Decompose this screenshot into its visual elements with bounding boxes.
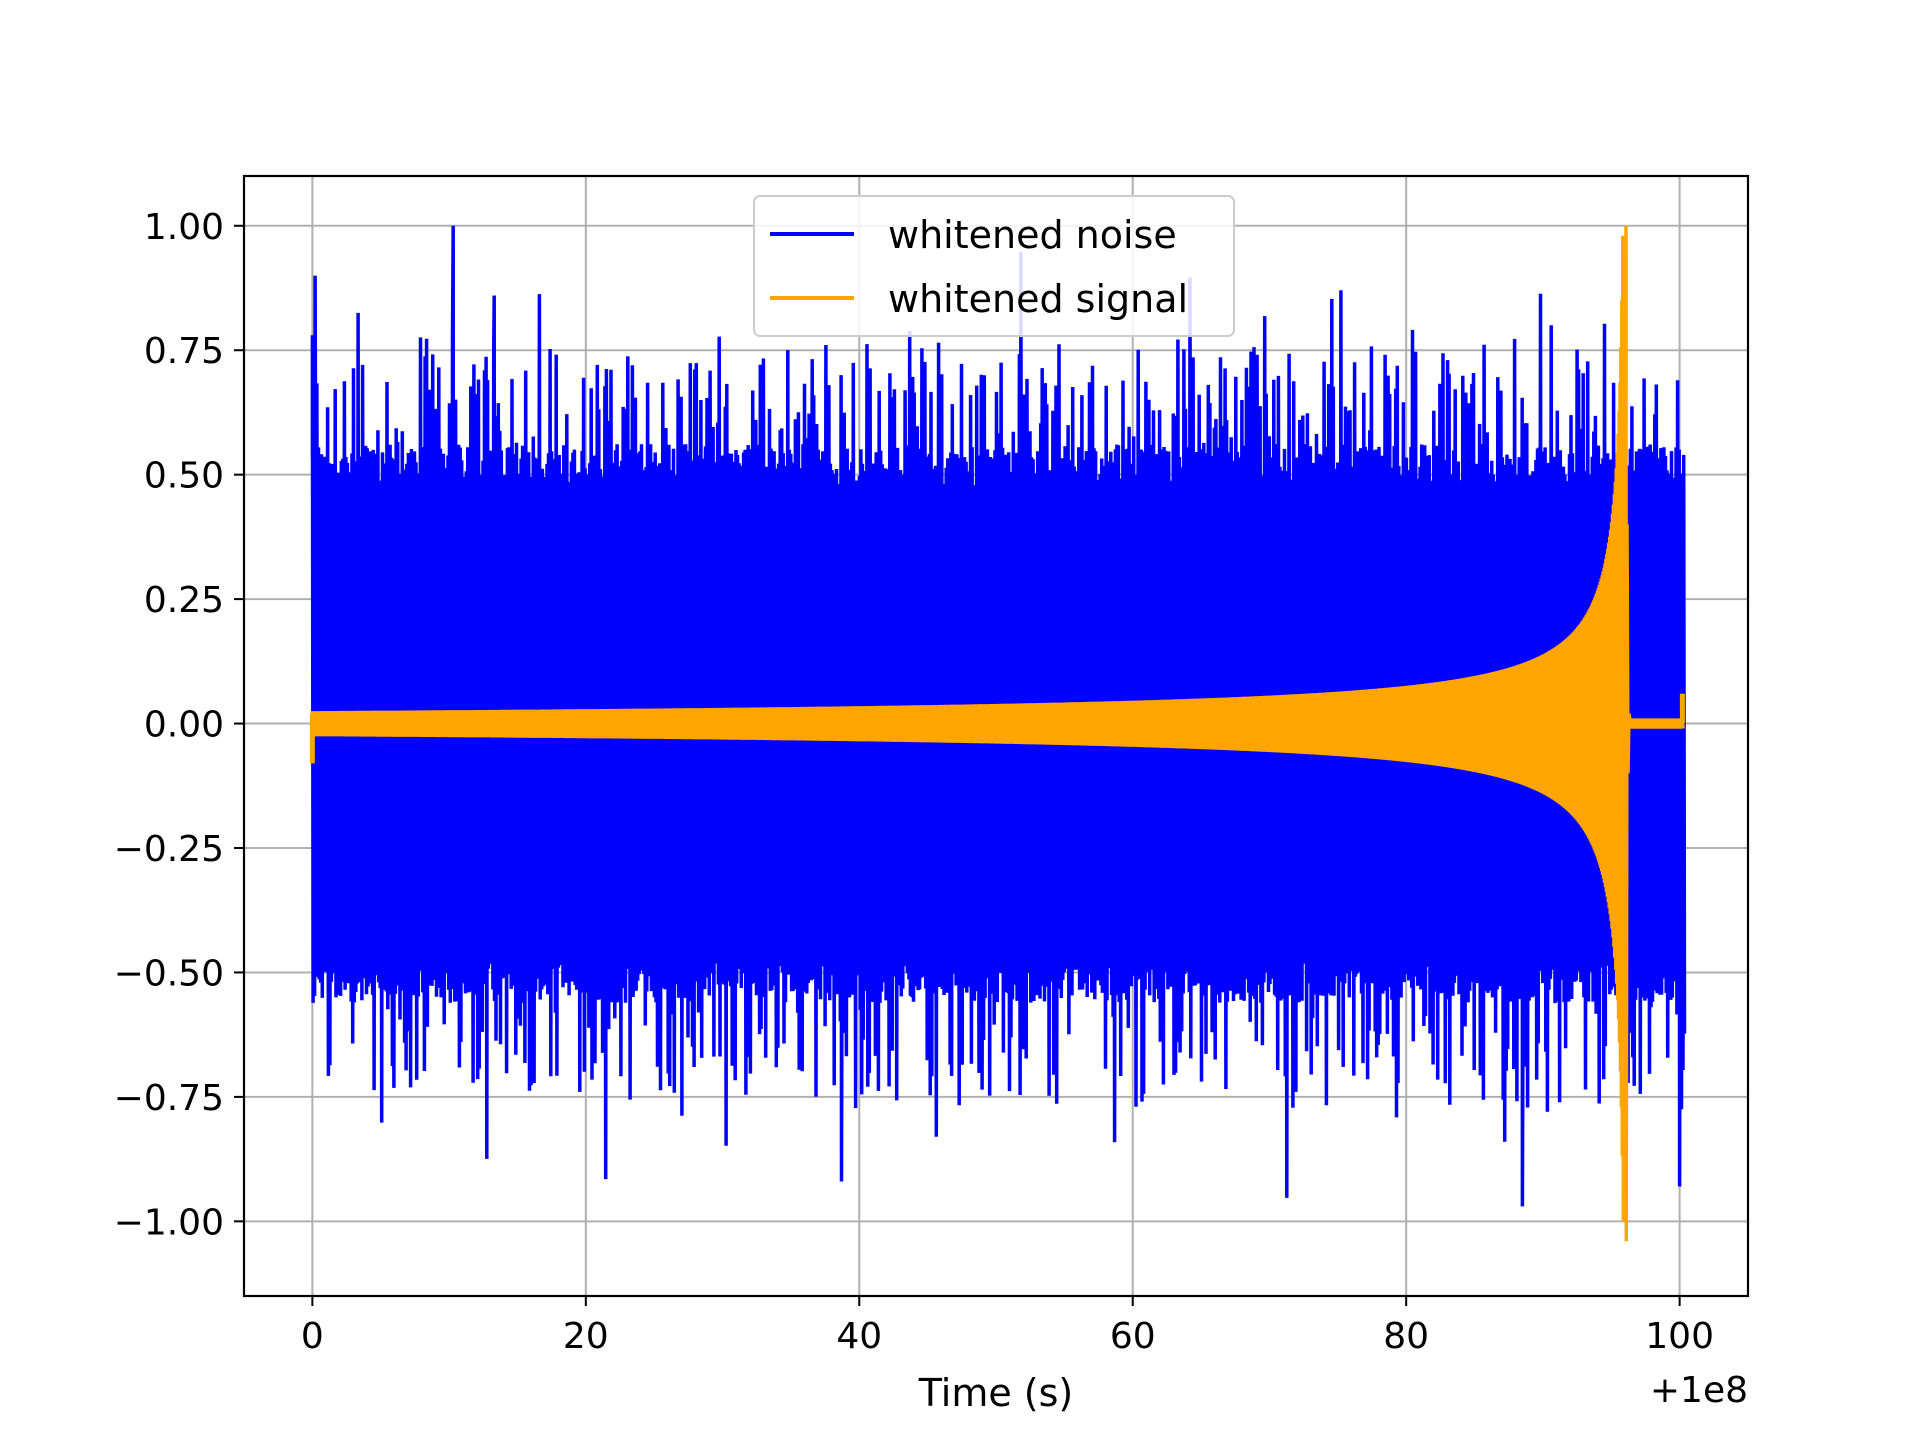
axes-frame [242,174,1750,1298]
y-tick-label: 0.25 [144,580,224,621]
y-tick-label: −1.00 [114,1202,224,1243]
y-tick-label: 0.75 [144,331,224,372]
y-tick-label: −0.25 [114,829,224,870]
y-tick-label: 1.00 [144,207,224,248]
y-tick-label: −0.75 [114,1078,224,1119]
series-line-signal [310,225,1685,1242]
plot-area [309,225,1687,1242]
x-offset-label: +1e8 [1650,1370,1748,1411]
x-axis-label: Time (s) [918,1371,1074,1415]
x-tick-label: 0 [301,1316,324,1357]
legend-label-noise: whitened noise [888,213,1177,257]
x-tick-label: 80 [1383,1316,1429,1357]
x-tick-label: 20 [563,1316,609,1357]
x-tick-label: 60 [1110,1316,1156,1357]
legend: whitened noise whitened signal [753,195,1235,337]
y-tick-label: 0.50 [144,456,224,497]
x-tick-label: 40 [836,1316,882,1357]
y-tick-label: 0.00 [144,705,224,746]
series-line-noise [310,225,1687,1207]
legend-label-signal: whitened signal [888,277,1188,321]
ticks: 0 20 40 60 80 100 1.00 0.75 0.50 0.25 0.00 −0.25 −0.… [114,207,1714,1357]
y-tick-label: −0.50 [114,953,224,994]
x-tick-label: 100 [1645,1316,1714,1357]
legend-box [753,195,1235,337]
